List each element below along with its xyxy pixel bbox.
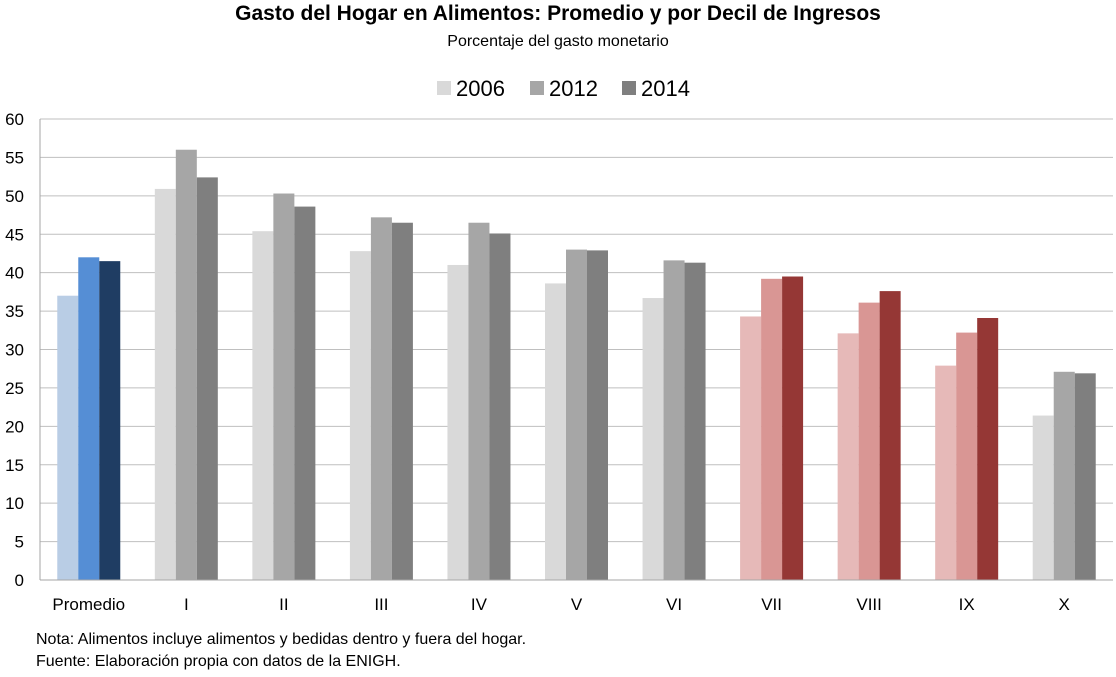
y-tick-label: 20 [5,417,24,436]
gridlines [40,118,1113,543]
y-tick-label: 25 [5,379,24,398]
bars [57,149,1096,581]
bar-v-2006 [545,283,566,580]
y-tick-label: 40 [5,264,24,283]
legend-label-2014: 2014 [641,76,690,101]
bar-vii-2006 [740,316,762,580]
y-tick-label: 60 [5,110,24,129]
y-tick-label: 35 [5,302,24,321]
x-axis-ticks: Promedio I II III IV V VI VII VIII IX X [52,595,1070,614]
bar-promedio-2014 [99,261,121,580]
x-tick-label: III [374,595,388,614]
y-tick-label: 0 [15,571,24,590]
bar-vi-2014 [684,262,706,580]
y-tick-label: 45 [5,225,24,244]
bar-ix-2014 [977,317,999,580]
bar-viii-2006 [837,333,859,580]
bar-ii-2014 [294,206,316,580]
x-tick-label: VIII [856,595,882,614]
legend-swatch-2014 [622,81,636,95]
y-tick-label: 55 [5,148,24,167]
legend-swatch-2012 [530,81,544,95]
y-tick-label: 30 [5,341,24,360]
footnote-source: Fuente: Elaboración propia con datos de … [36,653,401,670]
bar-ii-2012 [273,193,295,581]
bar-ix-2006 [935,365,957,580]
y-tick-label: 50 [5,187,24,206]
bar-viii-2012 [858,302,880,580]
bar-iv-2012 [468,222,490,580]
x-tick-label: II [279,595,288,614]
y-tick-label: 15 [5,456,24,475]
chart-subtitle: Porcentaje del gasto monetario [447,33,669,50]
bar-vi-2006 [642,298,664,580]
x-tick-label: V [571,595,583,614]
x-tick-label: IX [959,595,975,614]
bar-vi-2012 [663,260,685,580]
footnote-note: Nota: Alimentos incluye alimentos y bedi… [36,631,527,648]
legend-label-2012: 2012 [549,76,598,101]
bar-promedio-2012 [78,257,100,580]
x-tick-label: VII [761,595,782,614]
bar-v-2012 [566,249,587,580]
x-tick-label: VI [666,595,682,614]
legend: 2006 2012 2014 [437,76,690,101]
x-tick-label: Promedio [52,595,125,614]
x-tick-label: I [184,595,189,614]
legend-label-2006: 2006 [456,76,505,101]
bar-vii-2014 [782,276,804,580]
bar-x-2012 [1053,371,1075,580]
legend-swatch-2006 [437,81,451,95]
bar-iv-2014 [489,233,511,580]
bar-ix-2012 [956,332,978,580]
bar-promedio-2006 [57,295,79,580]
bar-vii-2012 [761,278,783,580]
y-axis-ticks: 0 5 10 15 20 25 30 35 40 45 50 55 60 [5,110,24,590]
axes [39,119,1113,581]
bar-v-2014 [587,250,608,580]
bar-ii-2006 [252,231,274,580]
y-tick-label: 10 [5,494,24,513]
bar-iii-2012 [370,217,392,580]
bar-i-2012 [175,149,197,580]
x-tick-label: IV [471,595,488,614]
chart-title: Gasto del Hogar en Alimentos: Promedio y… [235,2,881,25]
bar-i-2014 [196,177,218,581]
bar-iii-2006 [349,251,371,581]
bar-viii-2014 [879,291,901,580]
bar-x-2006 [1032,415,1054,580]
y-tick-label: 5 [15,533,24,552]
bar-iv-2006 [447,264,469,580]
x-tick-label: X [1059,595,1070,614]
bar-iii-2014 [391,222,413,580]
bar-x-2014 [1074,373,1096,580]
bar-i-2006 [154,188,176,580]
